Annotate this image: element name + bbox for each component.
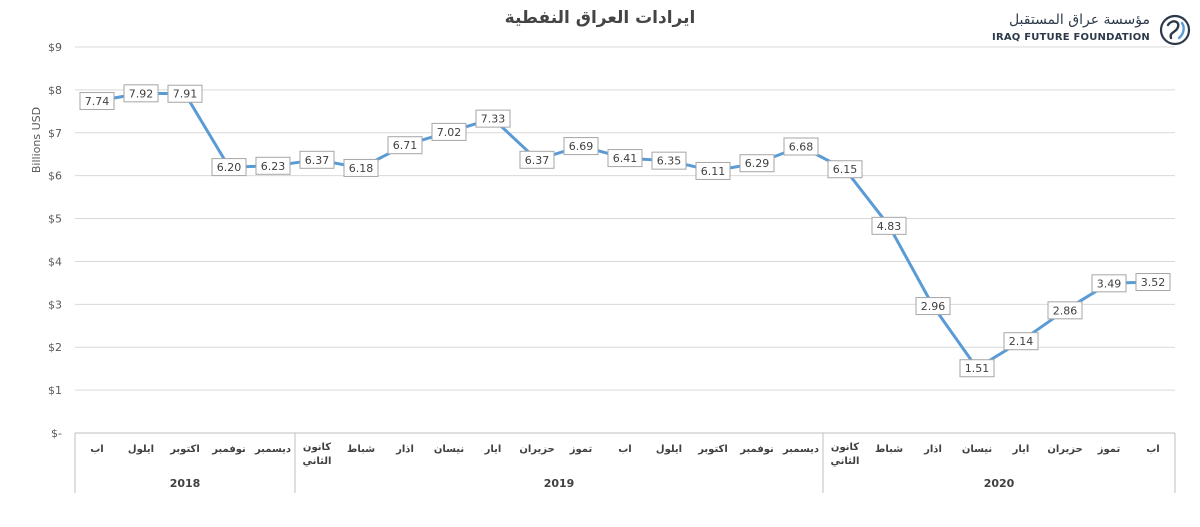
data-label-box (123, 84, 159, 103)
y-tick-label: $2 (48, 341, 62, 354)
data-label-box (1047, 301, 1083, 320)
data-label-box (739, 154, 775, 173)
data-label: 7.91 (173, 88, 198, 101)
x-tick-label: كانون (303, 442, 331, 453)
data-label: 6.15 (833, 163, 858, 176)
y-tick-label: $3 (48, 298, 62, 311)
year-label: 2020 (984, 477, 1015, 490)
data-label: 4.83 (877, 220, 902, 233)
data-label-box (475, 109, 511, 128)
data-label: 6.41 (613, 152, 638, 165)
data-label-box (1091, 274, 1127, 293)
logo-arabic-text: مؤسسة عراق المستقبل (1008, 12, 1150, 28)
x-tick-label: ايلول (656, 444, 682, 455)
data-label: 6.35 (657, 155, 682, 168)
data-label: 6.68 (789, 141, 814, 154)
series-line (95, 91, 1155, 370)
data-label-box (563, 137, 599, 156)
x-tick-label: ديسمبر (782, 444, 819, 455)
data-label: 7.33 (481, 113, 506, 126)
data-label: 1.51 (965, 362, 990, 375)
data-label-box (651, 151, 687, 170)
x-tick-label: حزيران (1047, 444, 1082, 455)
data-label: 6.37 (525, 154, 550, 167)
x-tick-label: نيسان (962, 444, 992, 455)
y-tick-label: $6 (48, 170, 62, 183)
x-tick-label: ايار (1012, 444, 1030, 455)
data-label: 6.18 (349, 162, 374, 175)
x-tick-label: اب (1146, 444, 1159, 455)
logo: مؤسسة عراق المستقبل IRAQ FUTURE FOUNDATI… (992, 10, 1192, 52)
x-tick-label: نوفمبر (211, 444, 246, 455)
data-label-box (255, 156, 291, 175)
data-label-box (299, 150, 335, 169)
data-label: 6.11 (701, 165, 726, 178)
y-axis-label: Billions USD (30, 107, 43, 173)
data-label-box (387, 136, 423, 155)
y-tick-label: $4 (48, 255, 62, 268)
x-tick-label: كانون (831, 442, 859, 453)
x-tick-label: تموز (569, 444, 593, 455)
data-label-box (959, 359, 995, 378)
logo-english-text: IRAQ FUTURE FOUNDATION (992, 32, 1150, 43)
data-label: 3.52 (1141, 276, 1166, 289)
x-tick-label: اكتوبر (169, 444, 200, 455)
x-tick-label: ايار (484, 444, 502, 455)
x-tick-label: شباط (875, 444, 903, 455)
x-tick-label: ايلول (128, 444, 154, 455)
data-label: 6.20 (217, 161, 242, 174)
data-label-box (827, 160, 863, 179)
data-label-box (871, 216, 907, 235)
data-label: 2.96 (921, 300, 946, 313)
year-label: 2019 (544, 477, 575, 490)
data-label-box (1135, 273, 1171, 292)
data-label-box (783, 137, 819, 156)
x-tick-label: نوفمبر (739, 444, 774, 455)
x-tick-label: اب (618, 444, 631, 455)
data-label-box (431, 122, 467, 141)
x-tick-label: الثاني (303, 456, 332, 467)
data-label: 2.86 (1053, 304, 1078, 317)
data-label-box (343, 158, 379, 177)
y-tick-label: $8 (48, 84, 62, 97)
data-label: 7.74 (85, 95, 110, 108)
data-label-box (915, 297, 951, 316)
data-label: 2.14 (1009, 335, 1034, 348)
y-tick-label: $9 (48, 41, 62, 54)
data-label: 7.92 (129, 87, 154, 100)
x-tick-label: الثاني (831, 456, 860, 467)
x-tick-label: نيسان (434, 444, 464, 455)
x-tick-label: اب (90, 444, 103, 455)
x-tick-label: اذار (395, 444, 414, 455)
data-label-box (79, 92, 115, 111)
x-tick-label: شباط (347, 444, 375, 455)
data-label: 6.37 (305, 154, 330, 167)
data-label: 6.23 (261, 160, 286, 173)
y-tick-label: $1 (48, 384, 62, 397)
data-label-box (1003, 332, 1039, 351)
x-tick-label: تموز (1097, 444, 1121, 455)
x-tick-label: اكتوبر (697, 444, 728, 455)
data-label: 7.02 (437, 126, 462, 139)
data-label-box (167, 84, 203, 103)
data-label-box (607, 149, 643, 168)
data-label: 6.69 (569, 140, 594, 153)
y-tick-label: $5 (48, 213, 62, 226)
data-label-box (519, 150, 555, 169)
x-tick-label: حزيران (519, 444, 554, 455)
data-label-box (695, 161, 731, 180)
chart-title: ايرادات العراق النفطية (504, 8, 696, 28)
x-tick-label: اذار (923, 444, 942, 455)
data-label: 6.29 (745, 157, 770, 170)
y-tick-label: $- (51, 427, 62, 440)
logo-mark-icon (1159, 14, 1191, 46)
y-tick-label: $7 (48, 127, 62, 140)
year-label: 2018 (170, 477, 201, 490)
data-label: 6.71 (393, 139, 418, 152)
data-label-box (211, 158, 247, 177)
data-label: 3.49 (1097, 277, 1122, 290)
x-tick-label: ديسمبر (254, 444, 291, 455)
